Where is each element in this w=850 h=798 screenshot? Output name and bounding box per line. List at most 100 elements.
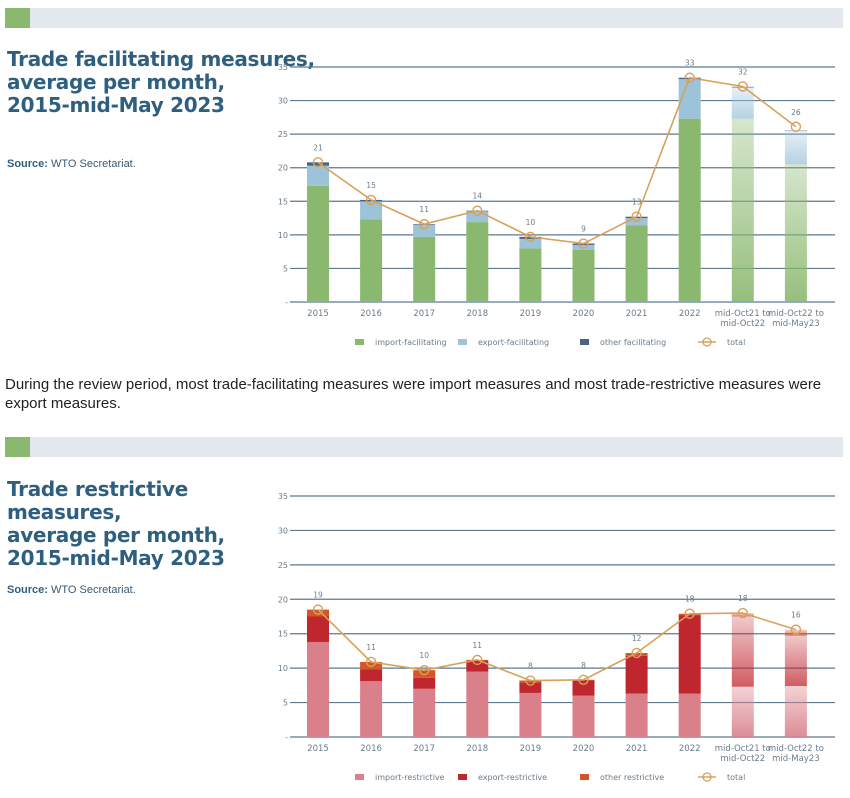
legend-swatch xyxy=(580,774,589,780)
x-tick-label: 2015 xyxy=(307,309,329,319)
total-data-label: 14 xyxy=(473,192,483,201)
total-marker xyxy=(790,624,802,635)
legend-total-marker xyxy=(702,337,712,347)
bar-import-facilitating xyxy=(360,219,383,302)
total-marker xyxy=(312,604,324,615)
total-marker xyxy=(312,157,324,168)
bar-import-restrictive xyxy=(784,686,807,737)
x-tick-label: 2020 xyxy=(573,744,595,754)
total-marker xyxy=(631,211,642,222)
bar-export-restrictive xyxy=(413,677,436,689)
total-marker xyxy=(472,654,483,666)
bar-export-facilitating xyxy=(572,244,595,250)
total-marker xyxy=(365,194,377,206)
bar-import-restrictive xyxy=(678,693,701,737)
bar-export-facilitating xyxy=(307,165,329,186)
y-tick-label: 35 xyxy=(278,63,288,72)
section-marker xyxy=(5,437,30,457)
bar-export-restrictive xyxy=(784,635,807,687)
total-data-label: 33 xyxy=(685,59,695,68)
source-text: WTO Secretariat. xyxy=(51,584,136,596)
legend-swatch xyxy=(458,774,467,780)
y-tick-label: 25 xyxy=(278,561,288,570)
y-tick-label: 30 xyxy=(278,526,288,535)
total-data-label: 12 xyxy=(632,634,642,643)
bar-other-facilitating xyxy=(519,236,542,239)
total-data-label: 21 xyxy=(313,143,323,152)
legend-total-marker xyxy=(702,772,712,782)
bar-import-restrictive xyxy=(413,688,436,737)
source-note-restrictive: Source: WTO Secretariat. xyxy=(7,584,136,596)
bar-other-restrictive xyxy=(360,661,383,670)
bar-import-facilitating xyxy=(307,185,329,302)
x-tick-label: 2015 xyxy=(307,744,329,754)
total-marker xyxy=(525,675,536,686)
bar-export-facilitating xyxy=(360,201,383,220)
bar-import-restrictive xyxy=(572,695,595,737)
total-marker xyxy=(578,674,589,686)
bar-other-restrictive xyxy=(307,609,329,617)
x-tick-label: 2018 xyxy=(466,744,488,754)
total-data-label: 8 xyxy=(528,662,533,671)
total-marker xyxy=(418,218,430,230)
legend-label: export-facilitating xyxy=(478,338,549,347)
x-tick-label: 2021 xyxy=(626,744,648,754)
total-marker xyxy=(684,608,695,619)
bar-import-facilitating xyxy=(784,164,807,302)
x-tick-label: 2019 xyxy=(520,309,542,319)
legend-label: total xyxy=(727,338,745,347)
x-tick-label: 2017 xyxy=(413,309,435,319)
bar-export-facilitating xyxy=(519,238,542,249)
total-data-label: 26 xyxy=(791,108,801,117)
bar-other-restrictive xyxy=(413,670,436,678)
body-paragraph: During the review period, most trade-fac… xyxy=(5,376,822,412)
total-data-label: 10 xyxy=(419,651,429,660)
total-data-label: 11 xyxy=(473,641,483,650)
bar-other-restrictive xyxy=(731,613,754,617)
y-tick-label: 10 xyxy=(278,231,288,240)
section-header-band xyxy=(5,8,843,28)
restrictive-chart: - 5 10 15 20 25 30 35 2015 2016 2017 2018 2019 2020 20… xyxy=(278,492,835,782)
x-tick-label: mid-Oct22 xyxy=(720,319,765,329)
bar-export-restrictive xyxy=(360,669,383,682)
total-data-label: 9 xyxy=(581,225,586,234)
chart-title-facilitating: Trade facilitating measures, average per… xyxy=(7,47,315,117)
legend-swatch xyxy=(580,339,589,345)
bar-other-facilitating xyxy=(307,162,329,166)
bar-export-restrictive xyxy=(678,615,701,694)
chart-title-restrictive: Trade restrictive measures, average per … xyxy=(7,477,225,570)
source-label: Source: xyxy=(7,158,48,170)
legend-label: other restrictive xyxy=(600,773,664,782)
y-tick-label: 35 xyxy=(278,492,288,501)
y-tick-label: 30 xyxy=(278,97,288,106)
section-header-band xyxy=(5,437,843,457)
section-marker xyxy=(5,8,30,28)
y-tick-label: 20 xyxy=(278,595,288,604)
bar-export-restrictive xyxy=(307,616,329,642)
legend-label: export-restrictive xyxy=(478,773,547,782)
total-marker xyxy=(365,656,377,668)
bar-export-restrictive xyxy=(731,616,754,687)
y-tick-label: - xyxy=(285,733,288,742)
y-tick-label: 15 xyxy=(278,630,288,639)
bar-other-restrictive xyxy=(625,652,648,656)
bar-other-restrictive xyxy=(519,680,542,683)
bar-import-facilitating xyxy=(466,222,489,302)
bar-other-restrictive xyxy=(784,629,807,636)
total-data-label: 11 xyxy=(419,205,429,214)
x-tick-label: 2022 xyxy=(679,309,701,319)
legend-label: import-restrictive xyxy=(375,773,445,782)
bar-import-facilitating xyxy=(572,249,595,302)
x-tick-label: 2017 xyxy=(413,744,435,754)
y-tick-label: 25 xyxy=(278,130,288,139)
source-note-facilitating: Source: WTO Secretariat. xyxy=(7,158,136,170)
total-marker xyxy=(525,231,536,243)
x-tick-label: mid-May23 xyxy=(772,754,820,764)
total-data-label: 8 xyxy=(581,661,586,670)
bar-other-facilitating xyxy=(784,130,807,131)
total-data-label: 19 xyxy=(313,591,323,600)
facilitating-chart: - 5 10 15 20 25 30 35 2015 2016 2017 2018 2019 2020 20… xyxy=(278,59,835,347)
bar-import-restrictive xyxy=(307,641,329,737)
x-tick-label: mid-Oct21 to xyxy=(715,309,771,319)
total-data-label: 10 xyxy=(526,218,536,227)
